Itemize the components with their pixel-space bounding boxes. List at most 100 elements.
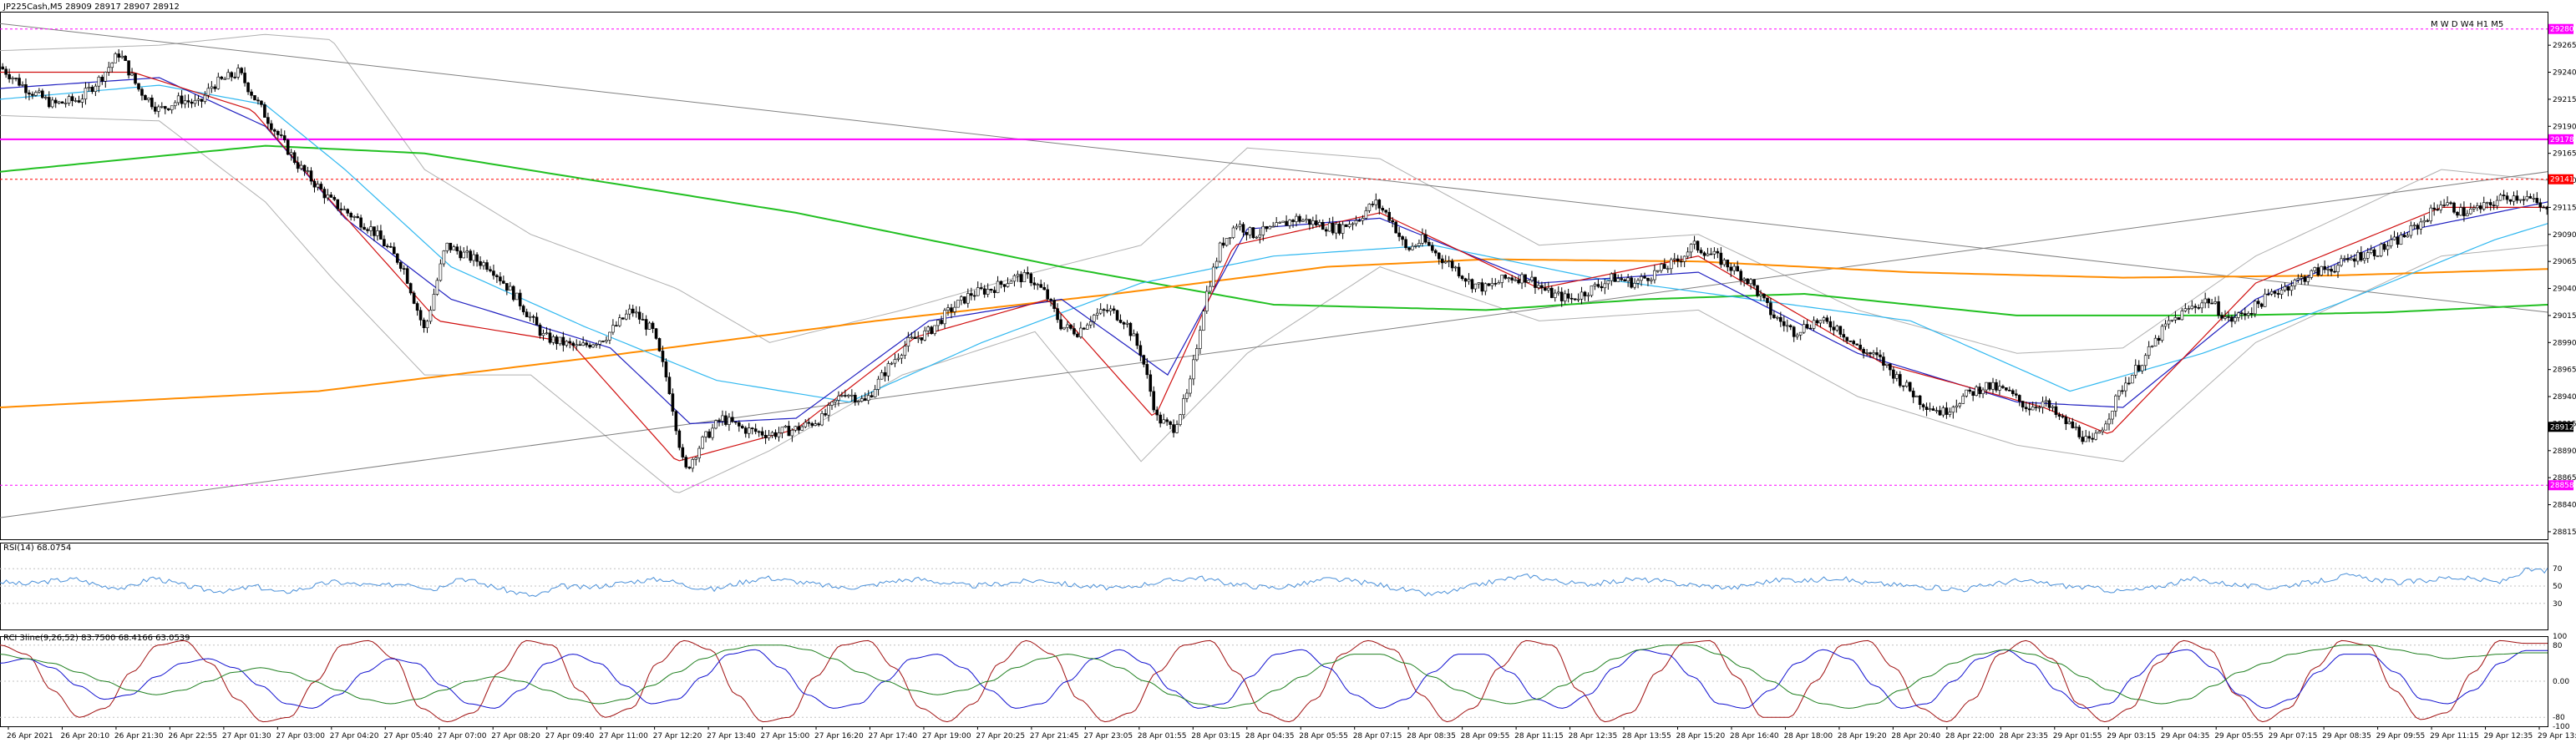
y-tick-label: 28815 bbox=[2553, 528, 2576, 537]
candle-body bbox=[598, 341, 601, 345]
candle-body bbox=[2213, 301, 2217, 304]
candle-body bbox=[1421, 234, 1424, 244]
candle-body bbox=[250, 91, 253, 96]
candle-body bbox=[2353, 258, 2356, 262]
candle-body bbox=[2300, 276, 2304, 279]
moving-average-orange[interactable] bbox=[0, 258, 2548, 408]
candle-body bbox=[1490, 283, 1494, 286]
candle-body bbox=[34, 92, 38, 96]
candle-body bbox=[2293, 280, 2297, 286]
candle-body bbox=[2495, 200, 2499, 206]
candle-body bbox=[2379, 244, 2383, 256]
candle-body bbox=[1321, 222, 1325, 230]
candle-body bbox=[1951, 407, 1955, 413]
candle-body bbox=[1189, 378, 1192, 394]
trend-line-1[interactable] bbox=[0, 23, 2548, 313]
candle-body bbox=[1175, 424, 1179, 433]
candle-body bbox=[1626, 277, 1630, 281]
timeframe-glyphs[interactable]: M W D W4 H1 M5 bbox=[2431, 20, 2503, 29]
candle-body bbox=[1812, 320, 1816, 329]
candle-body bbox=[701, 437, 704, 449]
candle-body bbox=[651, 322, 655, 329]
candle-body bbox=[1102, 309, 1106, 311]
rci-mid-line[interactable] bbox=[0, 649, 2548, 709]
candle-body bbox=[697, 447, 701, 458]
candle-body bbox=[1460, 275, 1464, 280]
candle-body bbox=[1885, 363, 1889, 366]
candle-body bbox=[383, 239, 386, 247]
candle-body bbox=[545, 332, 549, 335]
candle-body bbox=[1437, 252, 1441, 260]
candle-body bbox=[1434, 250, 1438, 254]
candle-body bbox=[18, 78, 21, 86]
candle-body bbox=[44, 97, 48, 99]
candle-body bbox=[1798, 331, 1803, 336]
candle-body bbox=[1643, 275, 1646, 279]
candle-body bbox=[147, 97, 150, 100]
candle-body bbox=[2472, 207, 2476, 210]
candle-body bbox=[352, 216, 356, 218]
candle-body bbox=[2224, 316, 2227, 319]
moving-average-cyan[interactable] bbox=[0, 84, 2548, 403]
candle-body bbox=[1271, 225, 1275, 228]
candle-body bbox=[2289, 286, 2294, 291]
candle-body bbox=[336, 199, 340, 210]
bollinger-upper bbox=[0, 33, 2548, 354]
candle-body bbox=[2253, 301, 2257, 315]
candle-body bbox=[767, 435, 771, 438]
moving-average-red[interactable] bbox=[0, 71, 2548, 462]
candle-body bbox=[107, 67, 111, 73]
candle-body bbox=[253, 95, 256, 101]
candle-body bbox=[210, 86, 214, 89]
candle-body bbox=[817, 423, 820, 426]
rsi-line[interactable] bbox=[0, 567, 2548, 597]
candle-body bbox=[445, 242, 449, 251]
moving-average-green[interactable] bbox=[0, 144, 2548, 316]
candle-body bbox=[402, 268, 406, 270]
candle-body bbox=[329, 195, 333, 198]
candle-body bbox=[1374, 200, 1378, 205]
candle-body bbox=[820, 413, 824, 426]
candle-body bbox=[246, 82, 250, 93]
candle-body bbox=[2246, 313, 2250, 316]
candle-body bbox=[1477, 282, 1481, 285]
trend-line-2[interactable] bbox=[0, 171, 2548, 518]
candle-body bbox=[492, 270, 495, 276]
candle-body bbox=[760, 431, 764, 436]
candle-body bbox=[1759, 293, 1762, 296]
candle-body bbox=[1935, 410, 1939, 412]
candle-body bbox=[379, 230, 383, 240]
candle-body bbox=[2101, 429, 2104, 432]
candle-body bbox=[2320, 265, 2323, 275]
candle-body bbox=[2024, 407, 2028, 409]
candle-body bbox=[120, 55, 124, 58]
candle-body bbox=[2249, 313, 2254, 315]
candle-body bbox=[1199, 330, 1202, 349]
candle-body bbox=[110, 63, 114, 68]
rsi-panel[interactable]: 70 50 30 bbox=[0, 543, 2563, 630]
candle-body bbox=[1019, 274, 1023, 283]
rci-slow-line[interactable] bbox=[0, 644, 2548, 709]
candle-body bbox=[982, 288, 986, 295]
candle-body bbox=[1440, 258, 1444, 264]
candle-body bbox=[356, 216, 359, 219]
x-tick-label: 27 Apr 04:20 bbox=[330, 732, 379, 740]
rci-panel[interactable]: 80 0.00 -80-100 100 bbox=[0, 633, 2570, 731]
candle-body bbox=[160, 106, 164, 108]
candle-body bbox=[747, 427, 751, 434]
candle-body bbox=[2173, 317, 2178, 321]
x-tick-label: 28 Apr 23:35 bbox=[1999, 732, 2048, 740]
candle-body bbox=[1739, 270, 1742, 281]
candle-body bbox=[1006, 283, 1010, 287]
candle-body bbox=[2449, 202, 2452, 205]
candle-body bbox=[2064, 417, 2068, 425]
candle-body bbox=[2515, 195, 2519, 201]
y-tick-label: 28865 bbox=[2553, 474, 2576, 483]
candle-body bbox=[2167, 320, 2171, 325]
candle-body bbox=[1204, 291, 1209, 312]
rci-fast-line[interactable] bbox=[0, 639, 2548, 723]
candle-body bbox=[1686, 251, 1690, 257]
price-panel[interactable]: 2926529240292152919029165291402911529090… bbox=[0, 12, 2576, 540]
